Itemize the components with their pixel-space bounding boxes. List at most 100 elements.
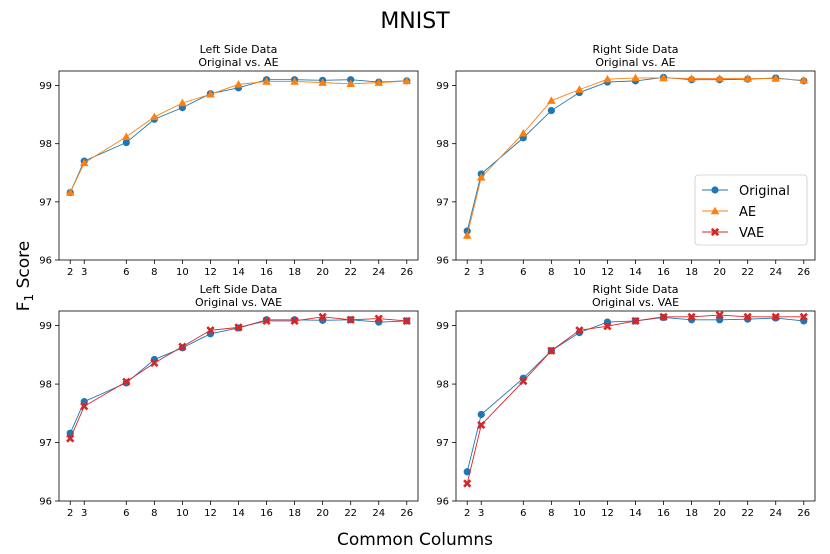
x-tick-label: 2 [67, 267, 73, 278]
y-tick-label: 98 [436, 139, 449, 150]
x-tick-label: 6 [520, 267, 526, 278]
x-tick-label: 16 [260, 508, 273, 519]
data-point-ae [65, 188, 75, 196]
x-tick-label: 26 [400, 267, 413, 278]
data-point-vae [206, 326, 215, 335]
x-tick-label: 22 [344, 267, 357, 278]
data-point-vae [687, 312, 696, 321]
x-tick-label: 24 [769, 508, 782, 519]
data-point-ae [715, 74, 724, 82]
panel-title-line1: Right Side Data [592, 283, 678, 296]
data-point-ae [547, 96, 556, 104]
x-tick-label: 16 [657, 508, 670, 519]
y-tick-label: 98 [436, 380, 449, 391]
x-tick-label: 3 [478, 508, 484, 519]
x-tick-label: 26 [797, 267, 810, 278]
data-point-vae [150, 358, 159, 368]
series-ae [462, 73, 809, 239]
x-tick-label: 10 [573, 508, 586, 519]
x-tick-label: 2 [464, 508, 470, 519]
x-tick-label: 14 [232, 267, 245, 278]
data-point-vae [631, 316, 640, 326]
data-point-vae [743, 312, 752, 321]
data-point-vae [374, 314, 383, 323]
axes-frame [455, 310, 816, 502]
axes-frame [58, 310, 419, 502]
data-point-vae [234, 323, 243, 332]
x-tick-label: 2 [67, 508, 73, 519]
x-tick-label: 24 [769, 267, 782, 278]
y-tick-label: 99 [436, 81, 449, 92]
data-point-ae [122, 132, 131, 140]
data-point-ae [659, 73, 668, 82]
data-point-vae [477, 420, 486, 430]
data-point-vae [715, 310, 724, 320]
ylabel-f: F [14, 301, 34, 311]
x-tick-label: 3 [81, 267, 87, 278]
data-point-ae [575, 85, 584, 93]
x-tick-label: 8 [548, 508, 554, 519]
data-point-ae [318, 78, 327, 86]
series-line-original [69, 79, 407, 193]
data-point-vae [122, 377, 131, 386]
panel-title-line1: Right Side Data [592, 43, 678, 56]
x-tick-label: 24 [372, 508, 385, 519]
data-point-vae [463, 479, 472, 488]
series-line-vae [466, 314, 804, 484]
y-tick-label: 97 [39, 197, 52, 208]
y-tick-label: 99 [39, 321, 52, 332]
series-line-original [466, 316, 804, 472]
x-tick-label: 14 [629, 508, 642, 519]
panel-title-line2: Original vs. AE [595, 56, 675, 69]
x-tick-label: 6 [123, 508, 129, 519]
data-point-ae [799, 76, 809, 84]
y-tick-label: 96 [39, 256, 52, 267]
panel-title-line2: Original vs. AE [198, 56, 278, 69]
legend-label-ae: AE [739, 205, 756, 220]
x-tick-label: 18 [685, 508, 698, 519]
x-tick-label: 24 [372, 267, 385, 278]
data-point-ae [206, 89, 215, 98]
data-point-ae [631, 73, 640, 82]
x-tick-label: 14 [629, 267, 642, 278]
data-point-ae [374, 78, 384, 86]
y-tick-label: 99 [436, 321, 449, 332]
series-original [66, 76, 411, 197]
data-point-vae [262, 316, 271, 326]
data-point-ae [178, 98, 187, 107]
data-point-ae [603, 74, 612, 83]
data-point-ae [402, 76, 412, 85]
series-original [66, 316, 411, 437]
legend: Original AE VAE [694, 174, 808, 246]
legend-marker-original [711, 186, 719, 194]
x-tick-label: 10 [176, 508, 189, 519]
x-tick-label: 20 [316, 267, 329, 278]
data-point-vae [66, 434, 75, 443]
legend-marker-vae [710, 227, 720, 237]
data-point-vae [659, 312, 668, 321]
data-point-vae [346, 315, 355, 324]
legend-label-vae: VAE [739, 226, 764, 241]
x-tick-label: 20 [713, 267, 726, 278]
x-tick-label: 10 [573, 267, 586, 278]
y-tick-label: 98 [39, 380, 52, 391]
data-point-ae [476, 173, 486, 181]
data-point-ae [771, 74, 781, 82]
y-tick-label: 96 [39, 497, 52, 508]
x-tick-label: 10 [176, 267, 189, 278]
data-point-ae [79, 158, 89, 167]
x-tick-label: 18 [288, 508, 301, 519]
data-point-original [122, 138, 130, 147]
data-point-original [547, 106, 555, 115]
data-point-ae [743, 74, 752, 82]
data-point-vae [519, 377, 528, 386]
data-point-vae [80, 402, 89, 411]
ylabel-score: Score [14, 241, 34, 294]
x-tick-label: 6 [123, 267, 129, 278]
series-original [463, 313, 808, 476]
x-tick-label: 18 [288, 267, 301, 278]
data-point-vae [290, 316, 299, 326]
x-tick-label: 20 [316, 508, 329, 519]
